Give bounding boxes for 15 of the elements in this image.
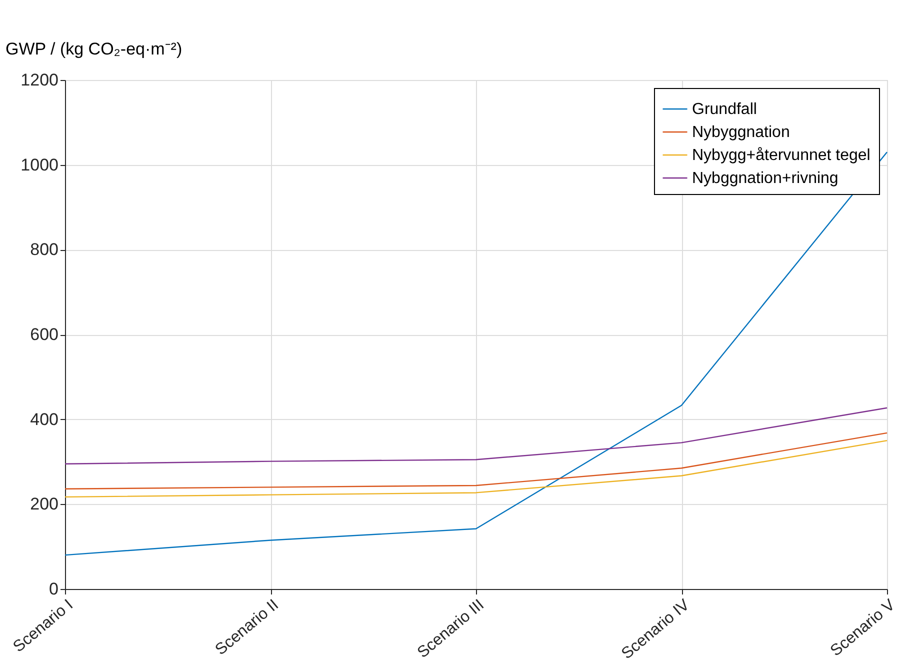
line-series bbox=[64, 432, 888, 490]
legend-label: Grundfall bbox=[692, 101, 757, 118]
line-series bbox=[64, 440, 888, 498]
legend-label: Nybyggnation bbox=[692, 124, 790, 141]
y-tick-label: 200 bbox=[30, 494, 58, 514]
y-tick-label: 400 bbox=[30, 410, 58, 429]
y-axis-title: GWP / (kg CO₂-eq·m⁻²) bbox=[6, 40, 182, 58]
y-tick-label: 1000 bbox=[20, 155, 58, 174]
line-series bbox=[64, 407, 888, 464]
legend-label: Nybygg+återvunnet tegel bbox=[692, 147, 870, 164]
y-tick-label: 1200 bbox=[20, 70, 58, 90]
y-tick-label: 800 bbox=[30, 240, 58, 260]
y-tick-label: 0 bbox=[49, 580, 58, 598]
legend-label: Nybggnation+rivning bbox=[692, 170, 838, 187]
y-tick-label: 600 bbox=[30, 325, 58, 344]
